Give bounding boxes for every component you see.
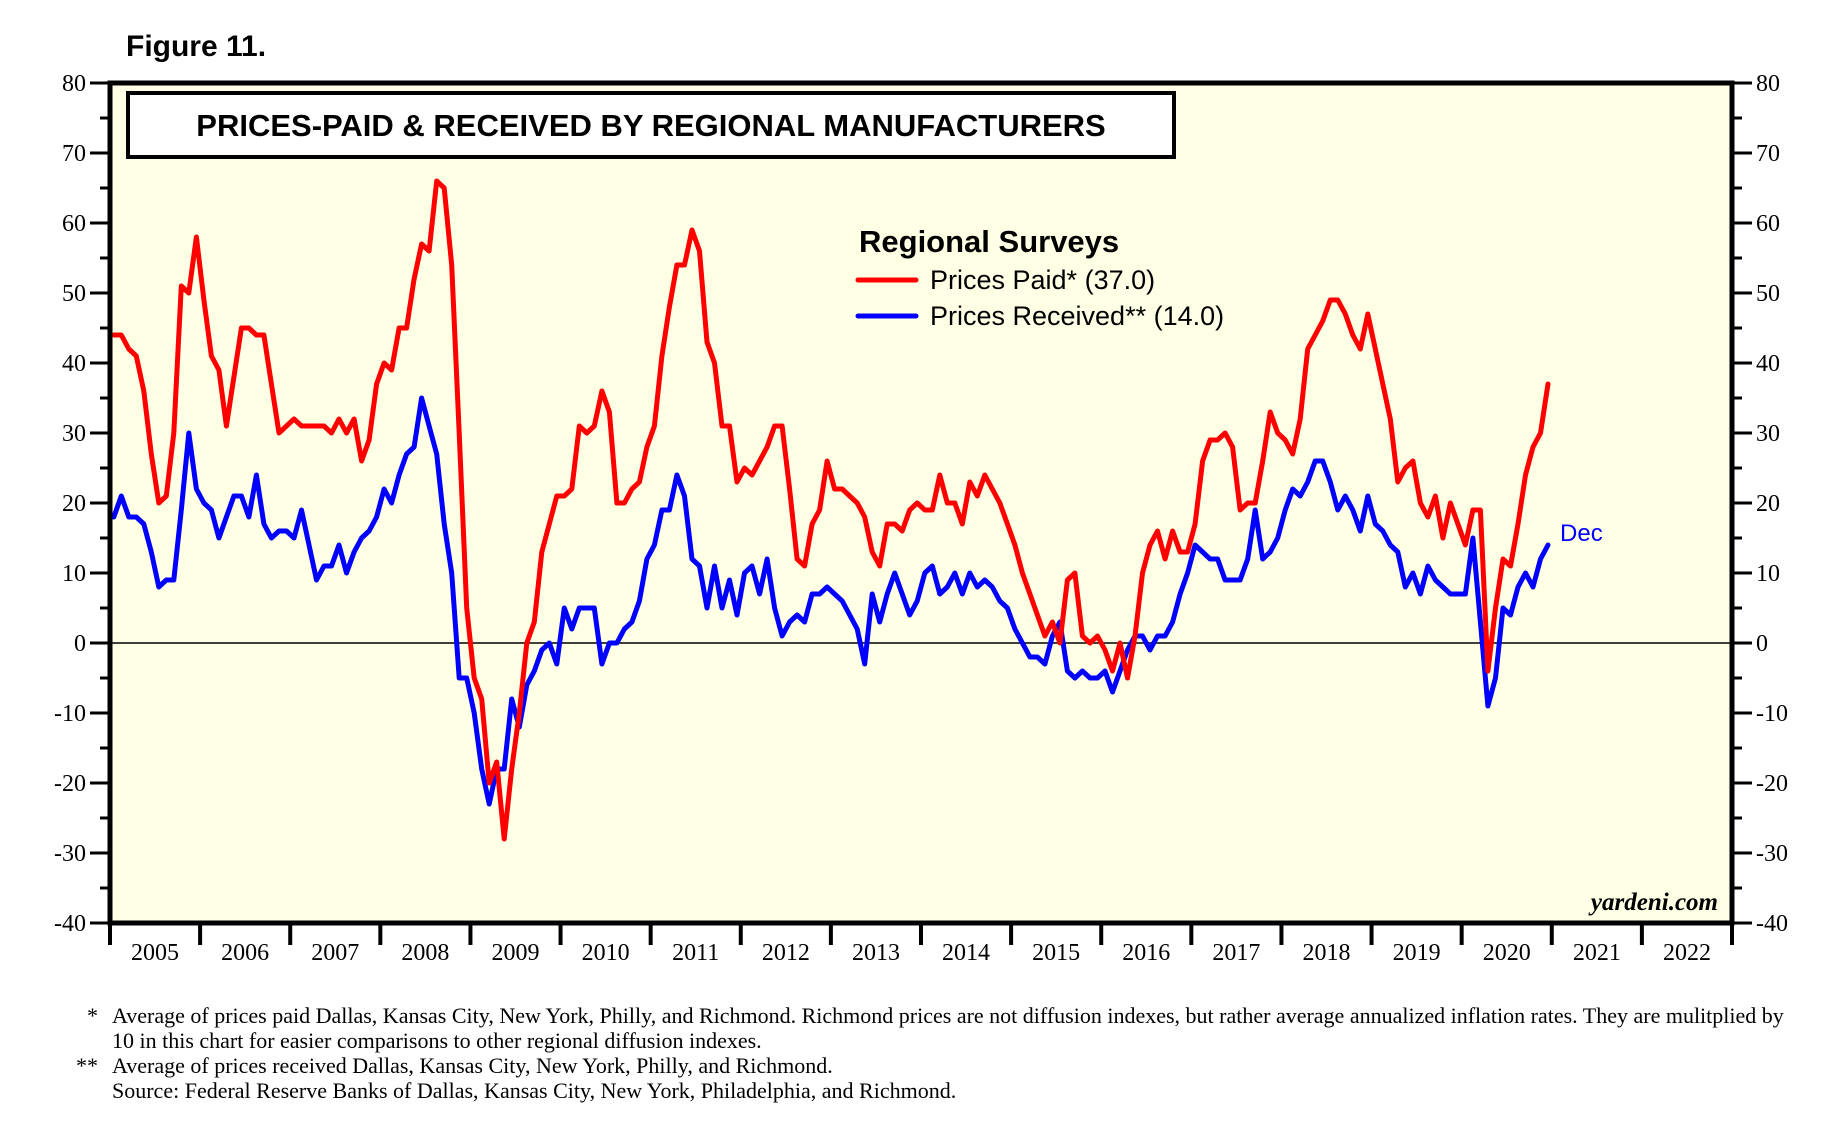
y-tick-label-left: 10 [62,561,86,587]
x-tick-label: 2006 [221,940,269,966]
footnote-1: * Average of prices paid Dallas, Kansas … [60,1003,1800,1053]
y-tick-label-left: -30 [54,841,86,867]
right-axis: 80 70 60 50 40 30 20 10 0 -10 -20 -30 -40 [1732,71,1788,937]
y-tick-label-right: -40 [1756,911,1788,937]
end-label-dec: Dec [1560,520,1603,547]
x-tick-label: 2019 [1393,940,1441,966]
footnote-text: Source: Federal Reserve Banks of Dallas,… [112,1078,957,1103]
y-tick-label-left: 0 [74,631,86,657]
legend-title: Regional Surveys [859,224,1119,259]
footnotes: * Average of prices paid Dallas, Kansas … [60,1003,1800,1103]
x-tick-label: 2011 [672,940,719,966]
y-tick-label-right: -20 [1756,771,1788,797]
x-tick-label: 2022 [1663,940,1711,966]
footnote-2: ** Average of prices received Dallas, Ka… [60,1053,1800,1078]
footnote-text: Average of prices paid Dallas, Kansas Ci… [112,1003,1784,1053]
chart-title: PRICES-PAID & RECEIVED BY REGIONAL MANUF… [196,108,1105,143]
x-tick-label: 2017 [1212,940,1260,966]
footnote-mark: * [87,1003,98,1028]
y-tick-label-left: 30 [62,421,86,447]
y-tick-label-right: 20 [1756,491,1780,517]
x-tick-label: 2009 [492,940,540,966]
footnote-text: Average of prices received Dallas, Kansa… [112,1053,833,1078]
series-layer [111,178,1551,842]
legend-label-prices-paid: Prices Paid* (37.0) [930,265,1155,295]
y-tick-label-left: -20 [54,771,86,797]
x-tick-label: 2008 [401,940,449,966]
series-line-prices-paid [111,178,1551,842]
plot-area [110,83,1732,923]
footnote-mark: ** [76,1053,98,1078]
y-tick-label-right: -10 [1756,701,1788,727]
watermark: yardeni.com [1588,889,1718,916]
x-tick-label: 2020 [1483,940,1531,966]
y-tick-label-right: 60 [1756,211,1780,237]
y-tick-label-right: -30 [1756,841,1788,867]
y-tick-label-left: -40 [54,911,86,937]
x-tick-label: 2021 [1573,940,1621,966]
x-tick-label: 2007 [311,940,359,966]
y-tick-label-right: 30 [1756,421,1780,447]
x-axis: 2005 2006 2007 2008 2009 2010 2011 2012 2013 2014… [108,923,1734,966]
x-tick-label: 2005 [131,940,179,966]
x-tick-label: 2013 [852,940,900,966]
legend: Regional Surveys Prices Paid* (37.0) Pri… [855,224,1224,331]
left-axis: 80 70 60 50 40 30 20 10 0 -10 -20 -30 -40 [54,71,110,937]
x-tick-label: 2018 [1303,940,1351,966]
title-box-border [126,91,1176,159]
title-box: PRICES-PAID & RECEIVED BY REGIONAL MANUF… [126,91,1176,159]
y-tick-label-left: 40 [62,351,86,377]
y-tick-label-right: 80 [1756,71,1780,97]
y-tick-label-right: 0 [1756,631,1768,657]
y-tick-label-right: 10 [1756,561,1780,587]
y-tick-label-left: 50 [62,281,86,307]
plot-frame [107,80,1735,926]
x-tick-label: 2010 [582,940,630,966]
x-tick-label: 2016 [1122,940,1170,966]
x-tick-label: 2012 [762,940,810,966]
y-tick-label-right: 70 [1756,141,1780,167]
y-tick-label-left: 80 [62,71,86,97]
y-tick-label-left: 70 [62,141,86,167]
x-tick-label: 2015 [1032,940,1080,966]
figure-label: Figure 11. [126,30,267,63]
y-tick-label-right: 50 [1756,281,1780,307]
footnote-mark [60,1078,112,1103]
series-line-prices-received [111,395,1551,807]
y-tick-label-left: 20 [62,491,86,517]
footnote-source: Source: Federal Reserve Banks of Dallas,… [60,1078,1800,1103]
y-tick-label-left: 60 [62,211,86,237]
y-tick-label-right: 40 [1756,351,1780,377]
x-tick-label: 2014 [942,940,990,966]
y-tick-label-left: -10 [54,701,86,727]
legend-label-prices-received: Prices Received** (14.0) [930,301,1224,331]
